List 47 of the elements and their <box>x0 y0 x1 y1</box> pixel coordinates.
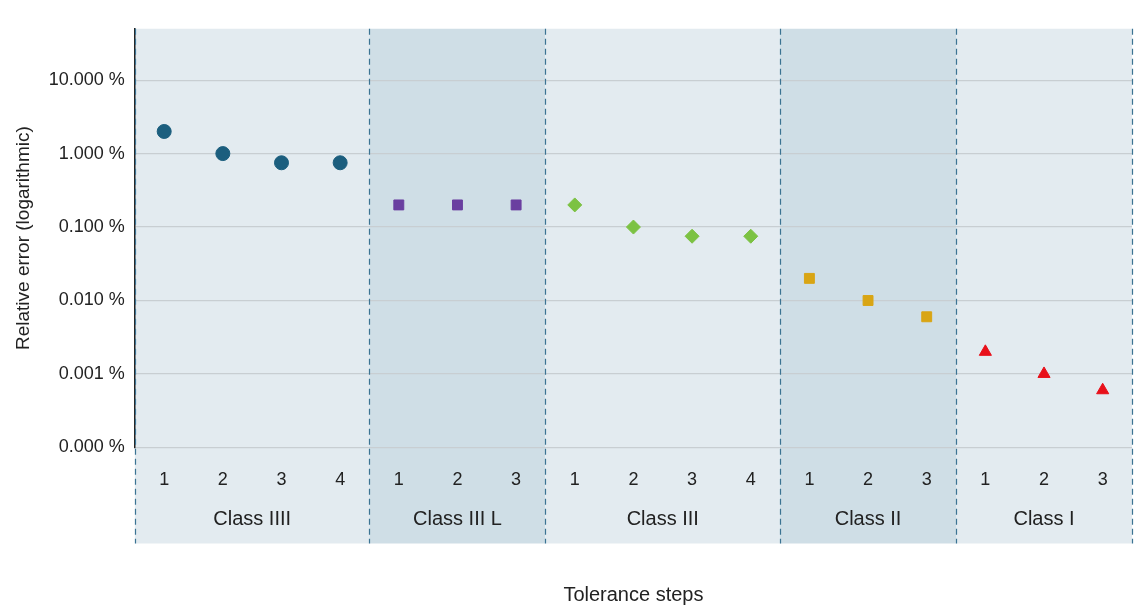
point <box>332 155 348 171</box>
x-tick-label: 2 <box>628 469 639 490</box>
y-tick-label: 0.001 % <box>58 362 125 383</box>
y-tick-label: 1.000 % <box>58 142 125 163</box>
text: Class II <box>834 506 902 529</box>
point <box>1037 366 1051 378</box>
point <box>452 199 463 211</box>
point <box>803 272 815 284</box>
y-tick-label: 0.000 % <box>58 436 125 457</box>
x-tick-label: 3 <box>511 469 522 490</box>
text: Class III <box>626 506 699 529</box>
point <box>215 146 231 162</box>
point <box>567 197 583 213</box>
text: Class III L <box>413 506 502 529</box>
x-tick-label: 2 <box>1039 469 1050 490</box>
x-tick-label: 1 <box>159 469 170 490</box>
x-tick-label: 4 <box>745 469 756 490</box>
x-tick-label: 3 <box>1097 469 1108 490</box>
x-tick-label: 3 <box>276 469 287 490</box>
point <box>274 155 289 171</box>
point <box>393 199 405 211</box>
text: Class I <box>1013 506 1075 529</box>
point <box>625 219 641 235</box>
x-tick-label: 3 <box>687 469 698 490</box>
x-tick-label: 2 <box>452 469 463 490</box>
x-tick-label: 1 <box>980 469 991 490</box>
point <box>510 199 522 211</box>
x-tick-label: 4 <box>335 469 346 490</box>
point <box>743 228 759 244</box>
point <box>1096 382 1110 395</box>
text: Class IIII <box>213 506 292 529</box>
x-tick-label: 1 <box>393 469 404 490</box>
point <box>862 295 874 306</box>
point <box>684 228 700 244</box>
y-tick-label: 0.010 % <box>58 289 125 310</box>
point <box>978 344 992 356</box>
x-tick-label: 2 <box>863 469 874 490</box>
x-tick-label: 2 <box>217 469 228 490</box>
point <box>921 311 933 323</box>
y-tick-label: 0.100 % <box>58 216 125 237</box>
y-axis-title: Relative error (logarithmic) <box>11 126 33 351</box>
point <box>156 123 172 139</box>
y-tick-label: 10.000 % <box>48 69 125 90</box>
x-axis-title: Tolerance steps <box>563 582 704 605</box>
x-tick-label: 1 <box>804 469 815 490</box>
x-tick-label: 3 <box>921 469 932 490</box>
x-tick-label: 1 <box>569 469 580 490</box>
